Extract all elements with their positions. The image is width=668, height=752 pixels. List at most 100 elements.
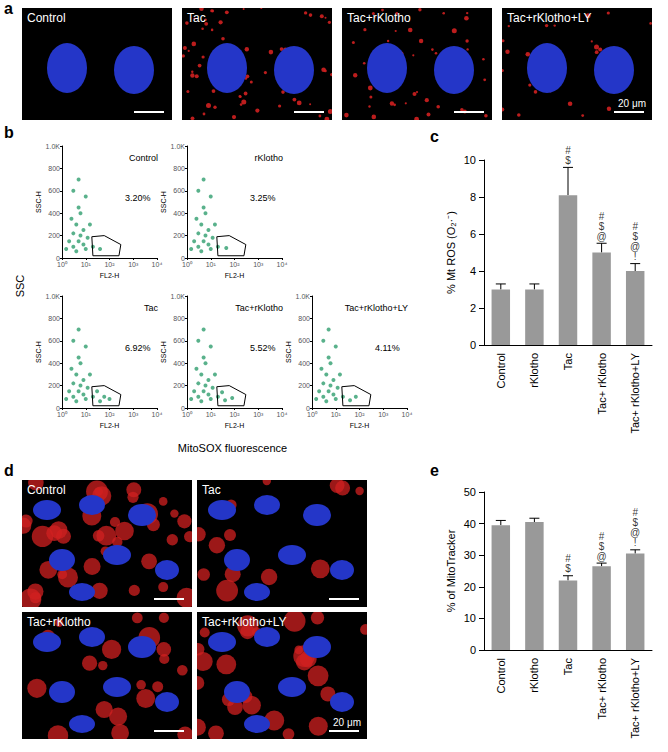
svg-text:10¹: 10¹ <box>81 261 92 268</box>
svg-text:400: 400 <box>173 360 185 367</box>
svg-text:% Mt ROS (O₂·⁻): % Mt ROS (O₂·⁻) <box>445 211 457 294</box>
svg-text:800: 800 <box>48 315 60 322</box>
svg-text:Tac+ rKlotho: Tac+ rKlotho <box>596 658 608 719</box>
svg-text:10²: 10² <box>354 411 365 418</box>
svg-text:600: 600 <box>48 337 60 344</box>
svg-text:@: @ <box>597 551 607 562</box>
svg-text:10⁰: 10⁰ <box>307 411 318 418</box>
svg-text:10²: 10² <box>104 411 115 418</box>
svg-text:10: 10 <box>464 154 476 166</box>
svg-text:SSC-H: SSC-H <box>35 191 42 213</box>
svg-text:!: ! <box>634 537 637 548</box>
svg-text:400: 400 <box>173 210 185 217</box>
svg-text:10⁴: 10⁴ <box>277 411 288 418</box>
svg-text:3.25%: 3.25% <box>250 193 276 203</box>
svg-text:2: 2 <box>470 302 476 314</box>
svg-text:SSC-H: SSC-H <box>35 341 42 363</box>
svg-text:800: 800 <box>173 315 185 322</box>
svg-text:10⁰: 10⁰ <box>57 411 68 418</box>
svg-text:$: $ <box>565 563 571 574</box>
svg-text:10⁰: 10⁰ <box>57 261 68 268</box>
svg-text:10³: 10³ <box>128 261 139 268</box>
svg-text:400: 400 <box>48 360 60 367</box>
svg-text:Tac+ rKlotho+LY: Tac+ rKlotho+LY <box>629 657 641 738</box>
svg-text:FL2-H: FL2-H <box>350 422 369 429</box>
svg-text:20: 20 <box>464 581 476 593</box>
svg-text:800: 800 <box>298 315 310 322</box>
svg-text:1.0K: 1.0K <box>171 293 186 300</box>
svg-text:10⁴: 10⁴ <box>152 261 163 268</box>
svg-text:Tac: Tac <box>562 353 574 371</box>
svg-text:@: @ <box>597 231 607 242</box>
svg-text:200: 200 <box>173 232 185 239</box>
svg-text:10: 10 <box>464 612 476 624</box>
svg-text:5.52%: 5.52% <box>250 343 276 353</box>
svg-text:Tac+rKlotho: Tac+rKlotho <box>235 303 283 313</box>
svg-text:6: 6 <box>470 228 476 240</box>
svg-text:600: 600 <box>48 187 60 194</box>
svg-text:200: 200 <box>298 382 310 389</box>
svg-text:10⁴: 10⁴ <box>402 411 413 418</box>
svg-text:1.0K: 1.0K <box>46 143 61 150</box>
svg-text:FL2-H: FL2-H <box>225 422 244 429</box>
svg-text:40: 40 <box>464 518 476 530</box>
svg-text:10³: 10³ <box>253 261 264 268</box>
svg-text:600: 600 <box>173 187 185 194</box>
svg-text:FL2-H: FL2-H <box>225 272 244 279</box>
svg-text:200: 200 <box>48 382 60 389</box>
svg-text:3.20%: 3.20% <box>125 193 151 203</box>
svg-text:50: 50 <box>464 486 476 498</box>
svg-text:10⁰: 10⁰ <box>182 261 193 268</box>
svg-text:SSC-H: SSC-H <box>160 341 167 363</box>
svg-text:Tac+ rKlotho+LY: Tac+ rKlotho+LY <box>629 352 641 433</box>
svg-text:4.11%: 4.11% <box>375 343 400 353</box>
svg-text:600: 600 <box>173 337 185 344</box>
svg-text:Tac+ rKlotho: Tac+ rKlotho <box>596 353 608 414</box>
svg-text:200: 200 <box>48 232 60 239</box>
svg-text:0: 0 <box>470 644 476 656</box>
svg-text:Control: Control <box>495 658 507 693</box>
svg-text:1.0K: 1.0K <box>171 143 186 150</box>
svg-text:10¹: 10¹ <box>206 261 217 268</box>
svg-text:10³: 10³ <box>128 411 139 418</box>
svg-text:rKlotho: rKlotho <box>528 658 540 693</box>
svg-text:0: 0 <box>470 339 476 351</box>
svg-text:10³: 10³ <box>378 411 389 418</box>
svg-text:10²: 10² <box>104 261 115 268</box>
svg-text:Tac: Tac <box>144 303 159 313</box>
svg-text:10¹: 10¹ <box>331 411 342 418</box>
svg-text:$: $ <box>565 155 571 166</box>
svg-text:10²: 10² <box>229 261 240 268</box>
svg-text:600: 600 <box>298 337 310 344</box>
svg-text:10¹: 10¹ <box>206 411 217 418</box>
svg-text:FL2-H: FL2-H <box>100 422 119 429</box>
svg-text:1.0K: 1.0K <box>46 293 61 300</box>
svg-text:200: 200 <box>173 382 185 389</box>
svg-text:10⁴: 10⁴ <box>152 411 163 418</box>
svg-text:FL2-H: FL2-H <box>100 272 119 279</box>
svg-text:!: ! <box>634 251 637 262</box>
svg-text:800: 800 <box>173 165 185 172</box>
svg-text:rKlotho: rKlotho <box>254 153 283 163</box>
svg-text:400: 400 <box>48 210 60 217</box>
svg-text:rKlotho: rKlotho <box>528 353 540 388</box>
svg-text:400: 400 <box>298 360 310 367</box>
svg-text:% of MitoTracker: % of MitoTracker <box>445 529 457 612</box>
svg-text:800: 800 <box>48 165 60 172</box>
svg-text:Tac+rKlotho+LY: Tac+rKlotho+LY <box>345 303 408 313</box>
svg-text:Control: Control <box>129 153 158 163</box>
svg-text:6.92%: 6.92% <box>125 343 151 353</box>
svg-text:1.0K: 1.0K <box>296 293 311 300</box>
svg-text:10²: 10² <box>229 411 240 418</box>
svg-text:30: 30 <box>464 549 476 561</box>
svg-text:Tac: Tac <box>562 658 574 676</box>
svg-text:Control: Control <box>495 353 507 388</box>
svg-text:10⁰: 10⁰ <box>182 411 193 418</box>
svg-text:10⁴: 10⁴ <box>277 261 288 268</box>
svg-text:SSC-H: SSC-H <box>160 191 167 213</box>
svg-text:10¹: 10¹ <box>81 411 92 418</box>
svg-text:8: 8 <box>470 191 476 203</box>
svg-text:SSC-H: SSC-H <box>285 341 292 363</box>
svg-text:4: 4 <box>470 265 476 277</box>
svg-text:10³: 10³ <box>253 411 264 418</box>
